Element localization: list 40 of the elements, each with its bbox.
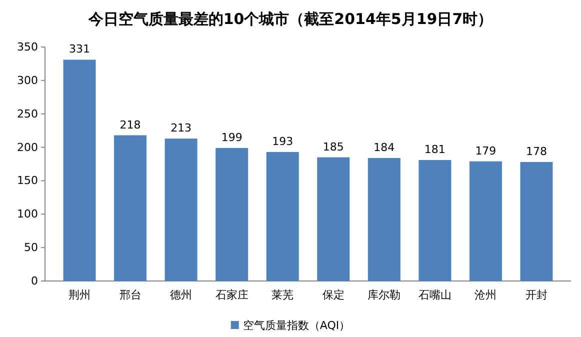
legend-label: 空气质量指数（AQI） (242, 319, 350, 332)
x-tick-label: 石嘴山 (418, 288, 452, 302)
x-tick-label: 开封 (525, 288, 548, 302)
x-tick-label: 沧州 (474, 288, 497, 302)
data-label: 185 (322, 140, 344, 154)
bar (520, 162, 553, 281)
y-tick-label: 350 (17, 40, 38, 54)
bar (469, 161, 502, 281)
x-tick-label: 莱芜 (272, 288, 294, 302)
bar (114, 135, 147, 281)
data-label: 184 (374, 140, 395, 154)
bar (164, 138, 198, 281)
data-label: 181 (424, 142, 446, 156)
data-label: 331 (69, 42, 90, 56)
x-tick-label: 邢台 (119, 288, 142, 302)
x-tick-label: 荆州 (68, 288, 91, 302)
data-label: 213 (170, 122, 192, 135)
chart-title: 今日空气质量最差的10个城市（截至2014年5月19日7时） (87, 10, 493, 28)
y-tick-label: 300 (17, 74, 38, 87)
bar (216, 148, 248, 281)
bar (63, 60, 96, 281)
bar (317, 157, 350, 281)
data-label: 199 (221, 130, 242, 144)
y-tick-label: 200 (17, 140, 38, 154)
bar (266, 152, 299, 281)
y-tick-label: 250 (17, 107, 38, 120)
y-tick-label: 100 (17, 208, 38, 221)
data-label: 178 (526, 144, 547, 158)
x-tick-label: 库尔勒 (368, 288, 401, 302)
bar (368, 158, 400, 281)
data-label: 193 (272, 134, 294, 148)
x-tick-label: 德州 (170, 288, 192, 302)
bar (418, 160, 452, 281)
x-tick-label: 石家庄 (215, 288, 248, 302)
x-tick-label: 保定 (322, 288, 344, 302)
y-tick-label: 0 (31, 274, 38, 288)
y-tick-label: 50 (24, 241, 38, 254)
data-label: 179 (475, 144, 496, 158)
data-label: 218 (120, 118, 141, 132)
y-tick-label: 150 (17, 174, 38, 188)
